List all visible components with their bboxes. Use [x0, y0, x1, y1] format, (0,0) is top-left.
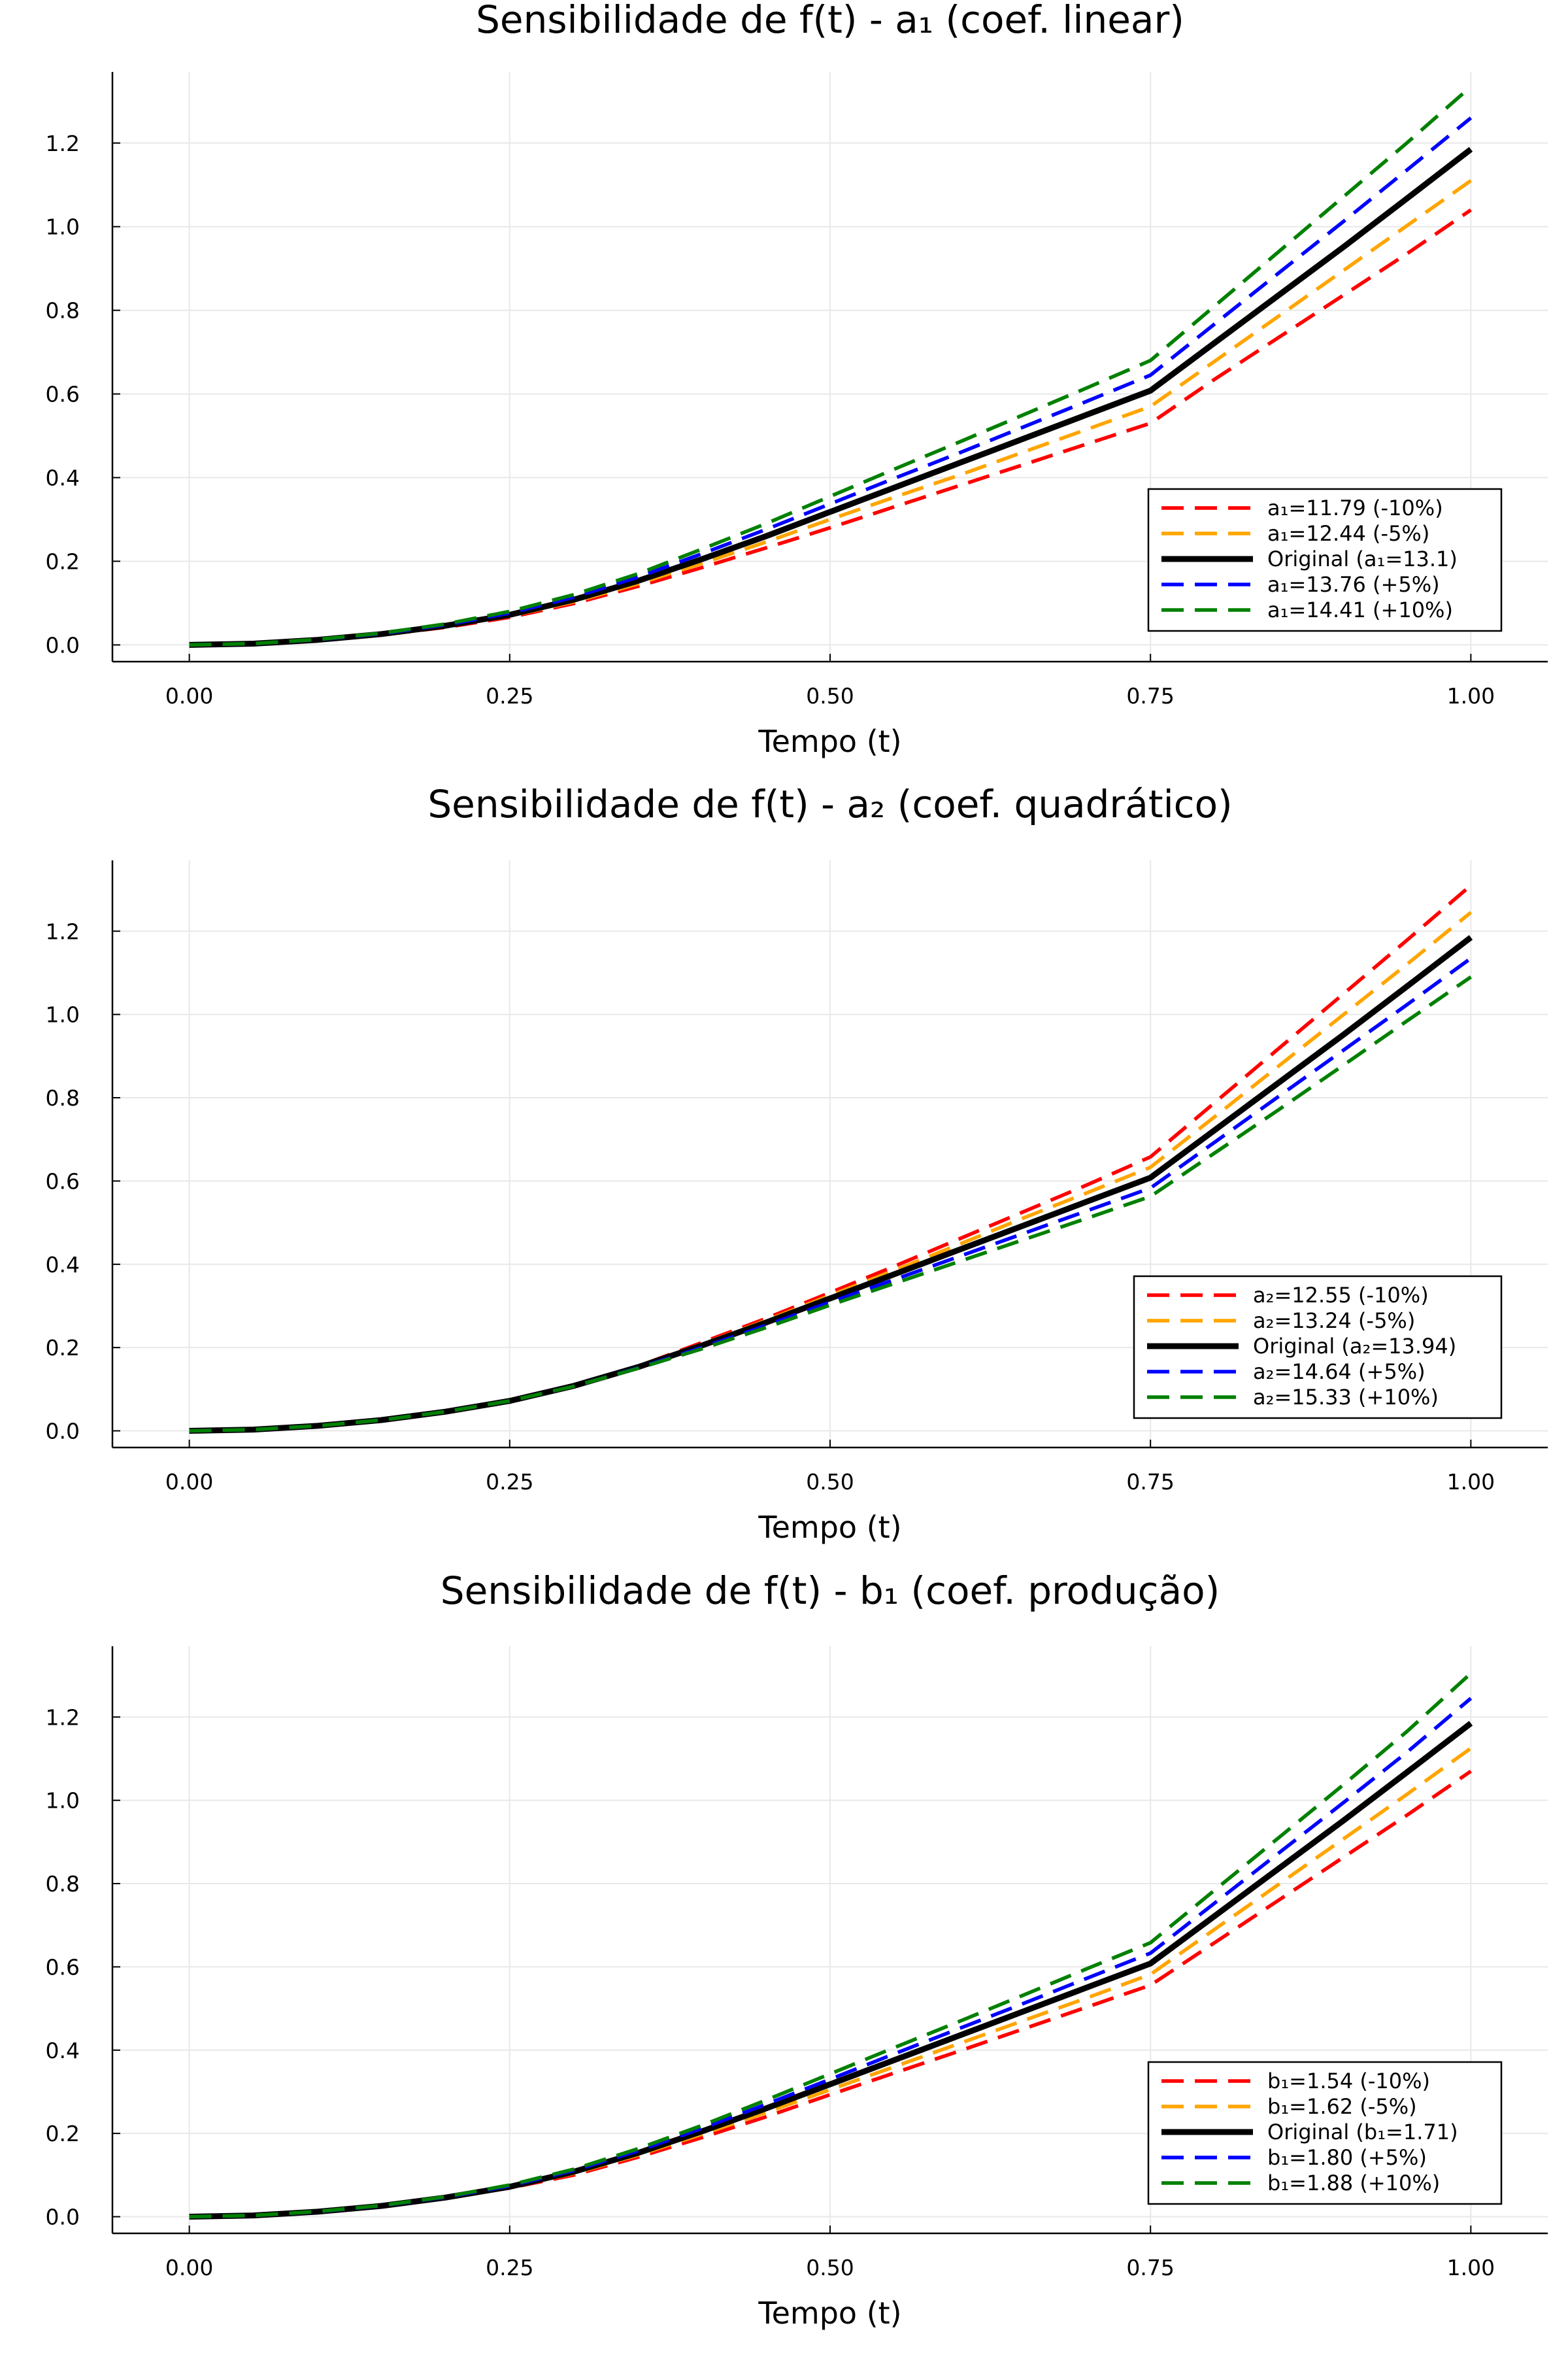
y-tick-label: 1.0 [46, 1788, 80, 1814]
legend: a₂=12.55 (-10%)a₂=13.24 (-5%)Original (a… [1133, 1275, 1503, 1419]
x-tick-label: 0.75 [1126, 683, 1174, 709]
legend-label: a₁=11.79 (-10%) [1267, 496, 1443, 520]
x-tick-label: 0.75 [1126, 1469, 1174, 1495]
y-tick-label: 0.0 [46, 1419, 80, 1444]
y-tick-label: 0.4 [46, 1252, 80, 1278]
legend-label: a₂=12.55 (-10%) [1253, 1283, 1429, 1308]
x-tick-label: 0.50 [806, 2255, 854, 2280]
y-tick-label: 0.8 [46, 298, 80, 324]
chart-panel-2: 0.00 0.25 0.50 0.75 1.00 0.0 0.2 0.4 0.6 0.8 1.0 1.… [46, 782, 1548, 1545]
legend-label: b₁=1.88 (+10%) [1267, 2171, 1440, 2195]
x-axis-label: Tempo (t) [758, 2295, 901, 2331]
x-tick-label: 1.00 [1447, 2255, 1495, 2280]
y-tick-label: 0.6 [46, 1954, 80, 1980]
x-tick-label: 0.75 [1126, 2255, 1174, 2280]
chart-title: Sensibilidade de f(t) - a₂ (coef. quadrá… [427, 782, 1232, 826]
x-tick-label: 0.50 [806, 683, 854, 709]
y-tick-label: 1.0 [46, 1002, 80, 1028]
x-axis-label: Tempo (t) [758, 1510, 901, 1545]
x-tick-label: 0.50 [806, 1469, 854, 1495]
legend-label: a₁=12.44 (-5%) [1267, 521, 1429, 546]
y-tick-label: 0.6 [46, 382, 80, 407]
legend-label: Original (b₁=1.71) [1267, 2120, 1458, 2144]
y-tick-label: 0.0 [46, 632, 80, 658]
y-tick-label: 0.6 [46, 1168, 80, 1194]
legend-label: Original (a₁=13.1) [1267, 547, 1458, 571]
y-tick-label: 0.8 [46, 1085, 80, 1111]
legend-label: a₂=13.24 (-5%) [1253, 1308, 1415, 1333]
y-tick-label: 0.4 [46, 466, 80, 491]
y-tick-label: 1.2 [46, 131, 80, 156]
y-tick-label: 0.2 [46, 549, 80, 574]
chart-title: Sensibilidade de f(t) - a₁ (coef. linear… [476, 0, 1184, 42]
y-tick-label: 0.0 [46, 2205, 80, 2230]
y-tick-label: 1.0 [46, 214, 80, 240]
x-tick-label: 0.00 [165, 683, 213, 709]
x-tick-label: 0.25 [486, 683, 533, 709]
x-tick-label: 0.25 [486, 2255, 533, 2280]
chart-title: Sensibilidade de f(t) - b₁ (coef. produç… [441, 1568, 1220, 1613]
x-tick-label: 0.00 [165, 1469, 213, 1495]
legend-label: a₂=15.33 (+10%) [1253, 1385, 1439, 1410]
chart-panel-1: 0.00 0.25 0.50 0.75 1.00 0.0 0.2 0.4 0.6 0.8 1.0 1.… [46, 0, 1548, 759]
legend-label: Original (a₂=13.94) [1253, 1334, 1456, 1359]
series-line [189, 85, 1473, 647]
x-tick-label: 1.00 [1447, 1469, 1495, 1495]
legend-label: a₁=14.41 (+10%) [1267, 598, 1453, 622]
y-tick-label: 0.2 [46, 1335, 80, 1361]
legend-label: a₁=13.76 (+5%) [1267, 572, 1440, 597]
y-tick-label: 0.2 [46, 2121, 80, 2146]
legend-label: b₁=1.62 (-5%) [1267, 2094, 1417, 2119]
legend: a₁=11.79 (-10%)a₁=12.44 (-5%)Original (a… [1147, 488, 1503, 632]
legend-label: b₁=1.80 (+5%) [1267, 2145, 1427, 2170]
y-tick-label: 0.8 [46, 1871, 80, 1897]
y-tick-label: 1.2 [46, 919, 80, 944]
series-line [189, 1672, 1473, 2219]
series-line [189, 975, 1472, 1433]
x-tick-label: 1.00 [1447, 683, 1495, 709]
legend-label: b₁=1.54 (-10%) [1267, 2069, 1430, 2093]
y-tick-label: 1.2 [46, 1704, 80, 1730]
y-tick-label: 0.4 [46, 2038, 80, 2063]
chart-panel-3: 0.00 0.25 0.50 0.75 1.00 0.0 0.2 0.4 0.6 0.8 1.0 1.… [46, 1568, 1548, 2331]
x-tick-label: 0.00 [165, 2255, 213, 2280]
x-axis-label: Tempo (t) [758, 724, 901, 759]
legend-label: a₂=14.64 (+5%) [1253, 1359, 1426, 1384]
legend: b₁=1.54 (-10%)b₁=1.62 (-5%)Original (b₁=… [1147, 2061, 1503, 2205]
x-tick-label: 0.25 [486, 1469, 533, 1495]
